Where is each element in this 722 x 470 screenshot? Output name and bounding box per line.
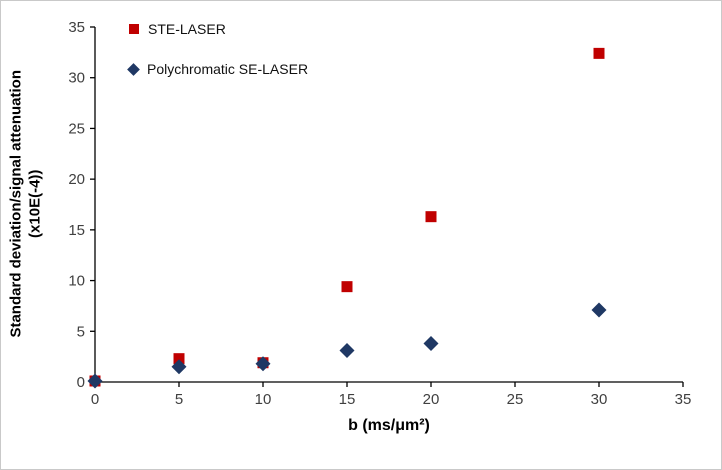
data-point-STE-LASER xyxy=(593,47,605,59)
data-point-Polychromatic SE-LASER xyxy=(591,302,607,318)
square-marker-icon xyxy=(129,24,139,34)
data-point-STE-LASER xyxy=(425,211,437,223)
y-tick-label: 25 xyxy=(68,120,85,137)
y-tick-label: 10 xyxy=(68,273,85,290)
x-tick-label: 25 xyxy=(507,391,524,408)
data-point-Polychromatic SE-LASER xyxy=(423,335,439,351)
y-tick-label: 0 xyxy=(77,374,85,391)
y-axis-title-line1: Standard deviation/signal attenuation xyxy=(7,69,25,338)
data-point-Polychromatic SE-LASER xyxy=(339,343,355,359)
y-tick-label: 15 xyxy=(68,222,85,239)
x-axis-title: b (ms/μm²) xyxy=(348,417,430,434)
x-tick-label: 30 xyxy=(591,391,608,408)
legend-label-polychromatic-se-laser: Polychromatic SE-LASER xyxy=(147,61,309,77)
y-axis-title: Standard deviation/signal attenuation (x… xyxy=(7,24,45,384)
data-point-STE-LASER xyxy=(341,281,353,293)
data-point-Polychromatic SE-LASER xyxy=(171,359,187,375)
data-point-STE-LASER xyxy=(173,353,185,365)
x-tick-label: 15 xyxy=(339,391,356,408)
y-axis-title-line2: (x10E(-4)) xyxy=(26,169,43,238)
legend-label-ste-laser: STE-LASER xyxy=(148,21,226,37)
diamond-marker-icon xyxy=(127,62,140,76)
data-point-Polychromatic SE-LASER xyxy=(255,356,271,372)
y-tick-label: 30 xyxy=(68,70,85,87)
y-tick-label: 5 xyxy=(77,323,85,340)
x-tick-label: 10 xyxy=(255,391,272,408)
legend-item-polychromatic-se-laser: Polychromatic SE-LASER xyxy=(127,61,309,77)
x-tick-label: 0 xyxy=(91,391,99,408)
x-tick-label: 35 xyxy=(675,391,692,408)
legend: STE-LASER Polychromatic SE-LASER xyxy=(127,21,309,77)
x-tick-label: 5 xyxy=(175,391,183,408)
legend-item-ste-laser: STE-LASER xyxy=(129,21,308,37)
y-tick-label: 35 xyxy=(68,19,85,36)
y-tick-label: 20 xyxy=(68,171,85,188)
data-point-Polychromatic SE-LASER xyxy=(87,373,103,389)
x-tick-label: 20 xyxy=(423,391,440,408)
